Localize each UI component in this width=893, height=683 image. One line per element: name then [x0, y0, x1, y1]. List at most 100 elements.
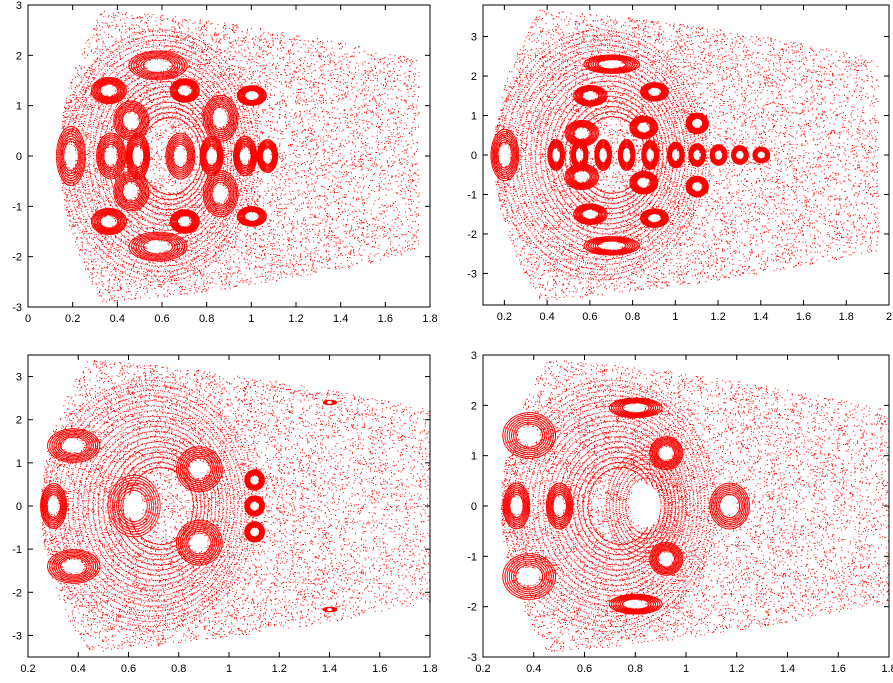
x-tick-label-tr: 1: [672, 311, 678, 323]
island-tr-19: [648, 88, 660, 96]
y-tick-label-tr: 2: [471, 71, 477, 83]
x-tick-label-bl: 1.6: [372, 663, 387, 675]
island-tl-17: [245, 91, 257, 100]
y-tick-label-br: -1: [467, 551, 477, 563]
island-tl-0: [64, 144, 77, 168]
island-tr-2: [575, 149, 583, 161]
island-bl-2: [190, 460, 208, 478]
island-tl-10: [213, 184, 227, 203]
island-tr-14: [637, 178, 649, 187]
y-tick-label-bl: 2: [16, 415, 22, 427]
island-br-2: [630, 484, 661, 528]
island-tl-15: [178, 86, 190, 96]
island-tl-3: [174, 147, 186, 165]
y-tick-label-tl: -1: [12, 201, 22, 213]
island-tl-4: [206, 148, 216, 164]
x-tick-label-bl: 1: [226, 663, 232, 675]
island-br-3: [721, 497, 737, 515]
island-tr-7: [693, 150, 700, 160]
y-tick-label-br: -2: [467, 602, 477, 614]
island-tl-6: [263, 149, 271, 163]
scatter-points-bl: [40, 360, 430, 652]
island-bl-4: [250, 476, 258, 484]
island-bl-7: [63, 439, 84, 453]
x-tick-label-tl: 0.2: [65, 313, 80, 325]
island-bl-10: [326, 608, 333, 612]
x-tick-label-br: 0.8: [628, 663, 643, 675]
y-tick-label-bl: -1: [12, 544, 22, 556]
island-br-6: [625, 404, 646, 412]
island-tl-8: [124, 183, 138, 199]
y-tick-label-bl: -3: [12, 630, 22, 642]
x-tick-label-bl: 0.6: [121, 663, 136, 675]
island-tr-6: [672, 150, 679, 160]
y-tick-label-tl: -2: [12, 252, 22, 264]
island-tr-3: [599, 149, 606, 161]
x-tick-label-tl: 0.6: [154, 313, 169, 325]
island-tr-11: [574, 128, 588, 139]
y-tick-label-tr: 1: [471, 111, 477, 123]
island-tl-2: [132, 147, 142, 165]
island-tr-9: [736, 151, 743, 159]
island-tl-12: [146, 241, 169, 253]
x-tick-label-tr: 0.6: [582, 311, 597, 323]
x-tick-label-tr: 0.2: [497, 311, 512, 323]
island-tr-0: [499, 145, 510, 165]
x-tick-label-tl: 1.6: [378, 313, 393, 325]
island-bl-0: [48, 497, 59, 515]
island-br-8: [518, 426, 539, 445]
island-tl-18: [245, 212, 257, 221]
island-br-9: [518, 567, 539, 586]
y-tick-label-br: 0: [471, 501, 477, 513]
x-tick-label-tr: 1.4: [753, 311, 768, 323]
x-tick-label-tr: 2: [886, 311, 892, 323]
x-tick-label-tl: 0: [25, 313, 31, 325]
island-tl-11: [146, 59, 169, 71]
y-tick-label-br: 1: [471, 451, 477, 463]
island-tl-14: [101, 216, 116, 227]
x-tick-label-tl: 1.2: [288, 313, 303, 325]
x-tick-label-br: 0.4: [526, 663, 541, 675]
x-tick-label-br: 1.8: [881, 663, 893, 675]
island-tr-8: [714, 151, 722, 159]
island-br-7: [625, 600, 646, 608]
x-tick-label-bl: 1.4: [322, 663, 337, 675]
y-tick-label-tr: -3: [467, 268, 477, 280]
y-tick-label-bl: 3: [16, 372, 22, 384]
x-tick-label-br: 1.6: [831, 663, 846, 675]
y-tick-label-tl: 1: [16, 101, 22, 113]
x-tick-label-br: 1: [683, 663, 689, 675]
scatter-points-tl: [55, 11, 420, 303]
y-tick-label-tl: 2: [16, 50, 22, 62]
island-tr-1: [552, 149, 559, 161]
plot-top-right: 0.2 0.4 0.6 0.8 1 1.2 1.4 1.6 1.8 2 -3 -2 -1 0 1 2 3: [467, 4, 892, 323]
island-br-4: [659, 446, 673, 460]
x-tick-label-tl: 1.4: [333, 313, 348, 325]
plot-bottom-left: 0.2 0.4 0.6 0.8 1 1.2 1.4 1.6 1.8 -3 -2 -1 0 1 2 3: [12, 354, 438, 675]
x-tick-label-bl: 1.8: [422, 663, 437, 675]
island-tr-20: [648, 214, 660, 222]
y-tick-label-bl: 0: [16, 501, 22, 513]
x-tick-label-tl: 1.8: [422, 313, 437, 325]
x-tick-label-br: 0.2: [475, 663, 490, 675]
x-tick-label-tr: 0.8: [625, 311, 640, 323]
island-tl-13: [101, 85, 116, 96]
y-tick-label-tl: 0: [16, 151, 22, 163]
island-tl-1: [105, 147, 117, 165]
island-tl-9: [213, 109, 227, 128]
y-tick-label-br: 3: [471, 350, 477, 362]
island-tr-5: [646, 149, 653, 161]
y-tick-label-br: -3: [467, 652, 477, 664]
x-tick-label-tr: 1.6: [796, 311, 811, 323]
scatter-points-tr: [490, 9, 880, 300]
island-tl-16: [178, 216, 190, 226]
x-tick-label-bl: 0.4: [71, 663, 86, 675]
x-tick-label-bl: 0.8: [171, 663, 186, 675]
x-tick-label-br: 1.4: [780, 663, 795, 675]
y-tick-label-bl: -2: [12, 587, 22, 599]
plot-frame-tl: [27, 4, 431, 308]
island-tr-15: [692, 119, 701, 128]
y-tick-label-br: 2: [471, 400, 477, 412]
x-tick-label-tr: 0.4: [539, 311, 554, 323]
